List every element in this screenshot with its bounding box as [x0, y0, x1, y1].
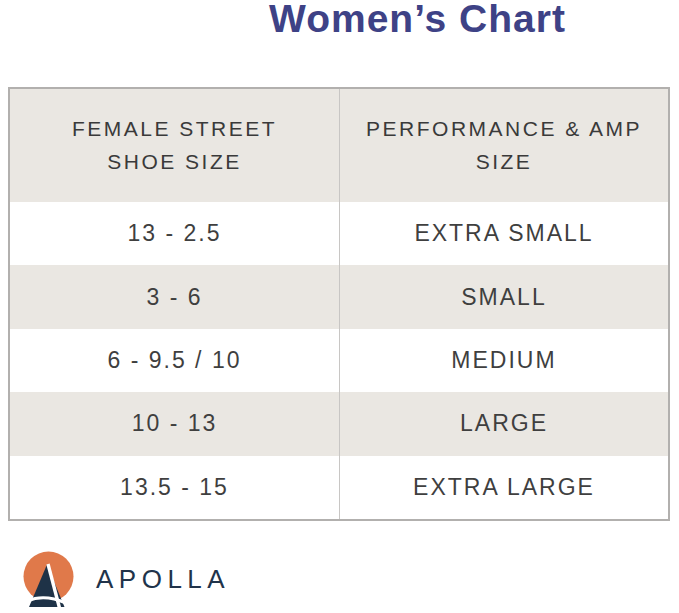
shoe-size-cell: 13.5 - 15 [10, 456, 339, 519]
shoe-size-cell: 6 - 9.5 / 10 [10, 329, 339, 392]
page-title: Women’s Chart [0, 0, 679, 41]
shoe-size-cell: 13 - 2.5 [10, 202, 339, 265]
shoe-size-cell: 3 - 6 [10, 265, 339, 328]
amp-size-cell: EXTRA SMALL [339, 202, 668, 265]
brand-name: APOLLA [96, 564, 230, 597]
size-chart-page: Women’s Chart FEMALE STREET SHOE SIZE PE… [0, 0, 679, 613]
column-header-amp-size: PERFORMANCE & AMP SIZE [339, 89, 668, 202]
brand-footer: APOLLA [22, 551, 230, 610]
amp-size-cell: EXTRA LARGE [339, 456, 668, 519]
amp-size-cell: LARGE [339, 392, 668, 455]
size-chart-table: FEMALE STREET SHOE SIZE PERFORMANCE & AM… [8, 87, 670, 521]
column-header-shoe-size: FEMALE STREET SHOE SIZE [10, 89, 339, 202]
amp-size-cell: MEDIUM [339, 329, 668, 392]
shoe-size-cell: 10 - 13 [10, 392, 339, 455]
apolla-mountain-a-icon [22, 551, 75, 610]
column-header-label: PERFORMANCE & AMP SIZE [348, 113, 660, 178]
amp-size-cell: SMALL [339, 265, 668, 328]
column-header-label: FEMALE STREET SHOE SIZE [50, 113, 300, 178]
